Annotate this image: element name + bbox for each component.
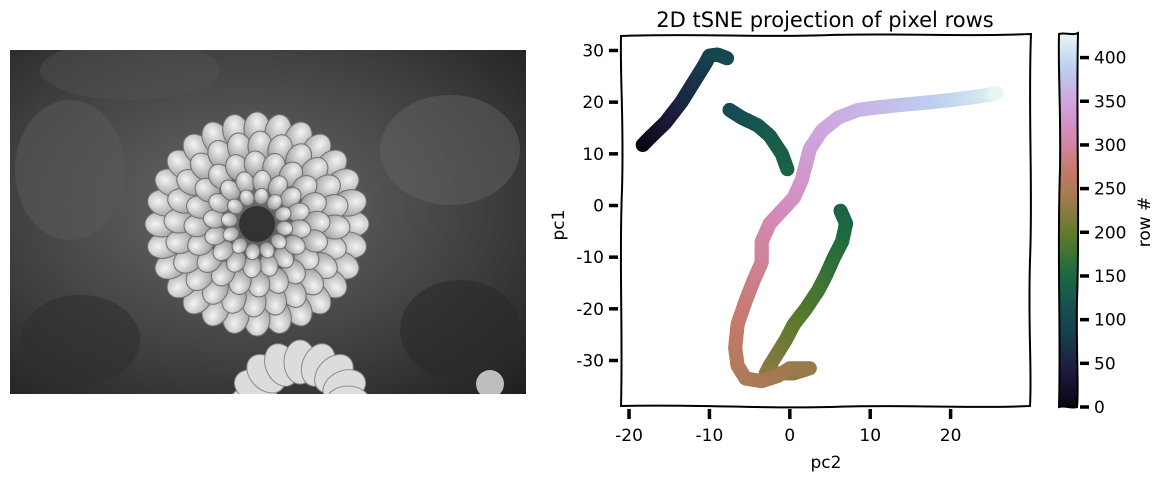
colorbar-tick-label: 400 bbox=[1094, 49, 1126, 69]
colorbar-tick-label: 350 bbox=[1094, 92, 1126, 112]
petal bbox=[253, 187, 269, 205]
y-tick-label: 20 bbox=[582, 93, 604, 113]
plot-frame bbox=[619, 32, 1033, 409]
petal bbox=[227, 198, 244, 215]
petal bbox=[222, 226, 240, 242]
colorbar-label: row # bbox=[1135, 197, 1155, 248]
colorbar-tick-label: 100 bbox=[1094, 311, 1126, 331]
x-tick-label: 10 bbox=[859, 426, 881, 446]
petal bbox=[276, 220, 294, 236]
y-axis-label: pc1 bbox=[549, 210, 569, 241]
petal bbox=[245, 243, 261, 261]
flower-center bbox=[239, 206, 275, 242]
y-tick-label: -30 bbox=[576, 352, 604, 372]
dahlia-image bbox=[10, 40, 526, 419]
y-tick-label: 10 bbox=[582, 145, 604, 165]
data-point bbox=[720, 51, 735, 66]
chart-title: 2D tSNE projection of pixel rows bbox=[656, 8, 993, 32]
dahlia-photo bbox=[10, 40, 526, 419]
colorbar-tick-label: 150 bbox=[1094, 267, 1126, 287]
petal bbox=[266, 194, 283, 211]
data-point bbox=[780, 162, 795, 177]
y-tick-label: 0 bbox=[593, 197, 604, 217]
colorbar-tick-label: 50 bbox=[1094, 354, 1116, 374]
x-axis-label: pc2 bbox=[811, 453, 842, 473]
petal bbox=[274, 206, 292, 222]
x-tick-label: -10 bbox=[696, 426, 724, 446]
y-tick-label: -10 bbox=[576, 248, 604, 268]
colorbar bbox=[1060, 34, 1077, 407]
colorbar-frame bbox=[1057, 31, 1080, 409]
colorbar-tick-label: 0 bbox=[1094, 398, 1105, 418]
flower-petals bbox=[144, 111, 370, 337]
x-axis: -20 -10 0 10 20 bbox=[615, 409, 961, 446]
data-point bbox=[989, 86, 1004, 101]
y-tick-label: 30 bbox=[582, 42, 604, 62]
colorbar-tick-label: 200 bbox=[1094, 223, 1126, 243]
petal bbox=[239, 189, 255, 207]
petal bbox=[220, 212, 238, 228]
colorbar-axis: 0 50 100 150 200 250 300 350 400 bbox=[1080, 49, 1126, 418]
y-tick-label: -20 bbox=[576, 300, 604, 320]
x-tick-label: -20 bbox=[615, 426, 643, 446]
x-tick-label: 20 bbox=[940, 426, 962, 446]
y-axis: -30 -20 -10 0 10 20 30 bbox=[576, 42, 618, 372]
scatter-series bbox=[635, 47, 1004, 389]
petal bbox=[259, 241, 275, 259]
petal bbox=[231, 237, 248, 254]
petal bbox=[270, 233, 287, 250]
x-tick-label: 0 bbox=[784, 426, 795, 446]
colorbar-tick-label: 300 bbox=[1094, 136, 1126, 156]
colorbar-tick-label: 250 bbox=[1094, 180, 1126, 200]
